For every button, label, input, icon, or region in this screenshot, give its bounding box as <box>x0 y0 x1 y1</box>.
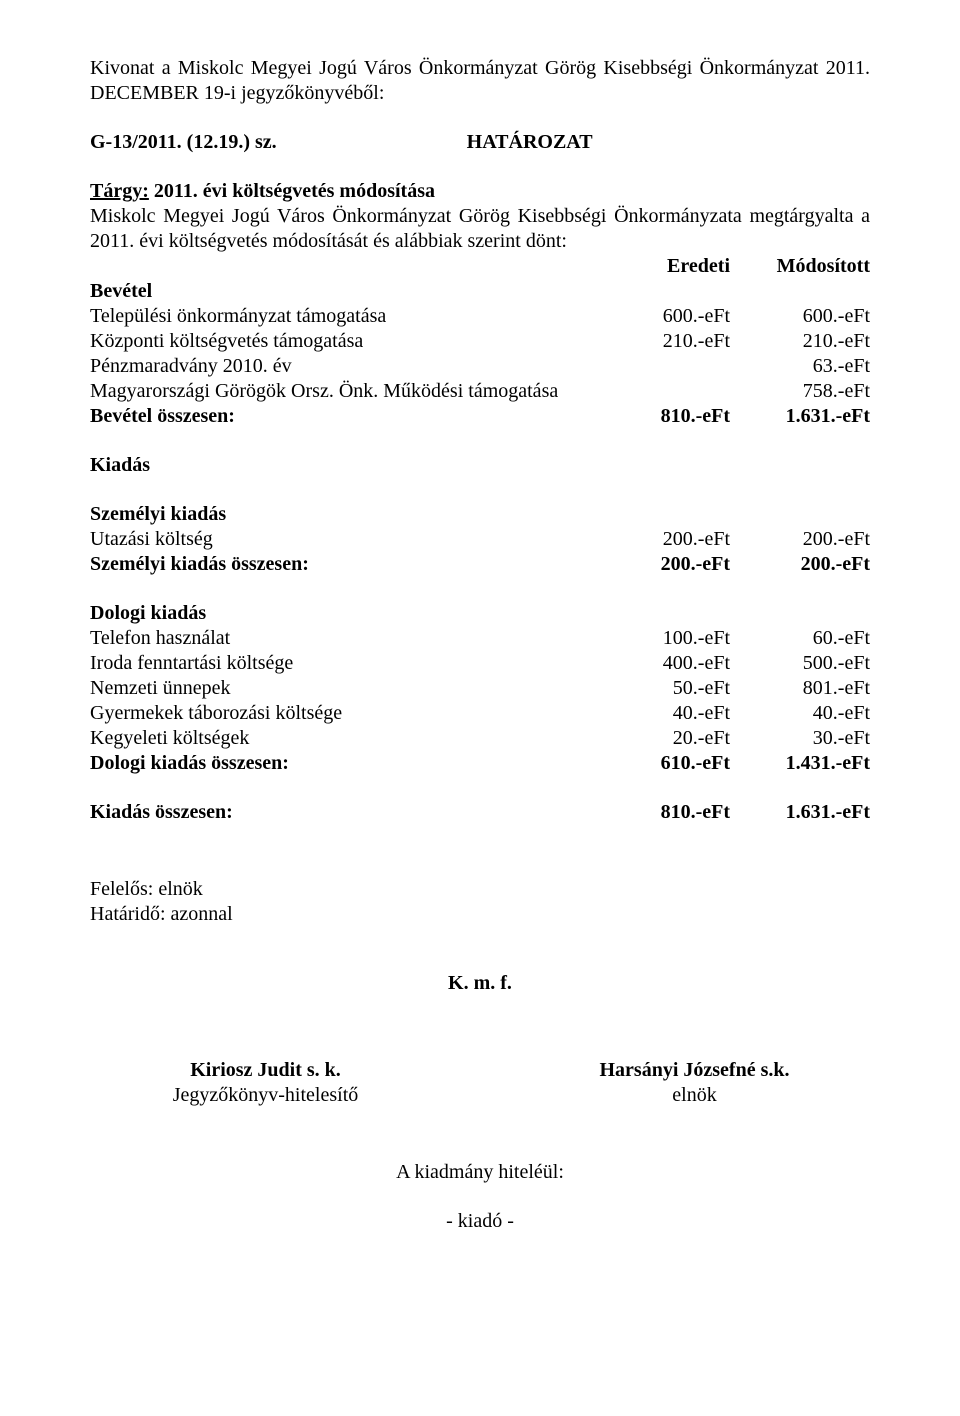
cell-label: Központi költségvetés támogatása <box>90 329 590 354</box>
cell-original: 610.-eFt <box>590 751 730 776</box>
row-dologi-1: Telefon használat 100.-eFt 60.-eFt <box>90 626 870 651</box>
cell-modified: 30.-eFt <box>730 726 870 751</box>
doc-ref: G-13/2011. (12.19.) sz. <box>90 131 277 153</box>
cell-label: Bevétel összesen: <box>90 404 590 429</box>
section-dologi: Dologi kiadás <box>90 601 870 626</box>
row-dologi-total: Dologi kiadás összesen: 610.-eFt 1.431.-… <box>90 751 870 776</box>
cell-modified: 40.-eFt <box>730 701 870 726</box>
sign-left-role: Jegyzőkönyv-hitelesítő <box>90 1083 441 1108</box>
cell-modified: 200.-eFt <box>730 527 870 552</box>
cell-modified: 60.-eFt <box>730 626 870 651</box>
cell-original: 50.-eFt <box>590 676 730 701</box>
intro-paragraph-1: Kivonat a Miskolc Megyei Jogú Város Önko… <box>90 56 870 106</box>
sign-left-name: Kiriosz Judit s. k. <box>90 1058 441 1083</box>
auth-line: A kiadmány hiteléül: <box>90 1160 870 1185</box>
cell-original: 200.-eFt <box>590 527 730 552</box>
cell-modified: 600.-eFt <box>730 304 870 329</box>
subject-value: 2011. évi költségvetés módosítása <box>154 180 435 202</box>
cell-modified: 210.-eFt <box>730 329 870 354</box>
cell-modified: 200.-eFt <box>730 552 870 577</box>
cell-modified: 1.631.-eFt <box>730 404 870 429</box>
cell-original: 20.-eFt <box>590 726 730 751</box>
cell-original: 600.-eFt <box>590 304 730 329</box>
row-dologi-3: Nemzeti ünnepek 50.-eFt 801.-eFt <box>90 676 870 701</box>
cell-label: Települési önkormányzat támogatása <box>90 304 590 329</box>
row-bevetel-total: Bevétel összesen: 810.-eFt 1.631.-eFt <box>90 404 870 429</box>
kmf-line: K. m. f. <box>90 971 870 996</box>
issuer-line: - kiadó - <box>90 1209 870 1234</box>
row-bevetel-2: Központi költségvetés támogatása 210.-eF… <box>90 329 870 354</box>
row-bevetel-1: Települési önkormányzat támogatása 600.-… <box>90 304 870 329</box>
cell-original: 400.-eFt <box>590 651 730 676</box>
cell-label: Dologi kiadás összesen: <box>90 751 590 776</box>
intro-paragraph-2: Miskolc Megyei Jogú Város Önkormányzat G… <box>90 204 870 254</box>
row-szemelyi-total: Személyi kiadás összesen: 200.-eFt 200.-… <box>90 552 870 577</box>
sign-right-name: Harsányi Józsefné s.k. <box>519 1058 870 1083</box>
cell-label: Iroda fenntartási költsége <box>90 651 590 676</box>
sign-right-role: elnök <box>519 1083 870 1108</box>
row-bevetel-4: Magyarországi Görögök Orsz. Önk. Működés… <box>90 379 870 404</box>
section-szemelyi: Személyi kiadás <box>90 502 870 527</box>
header-col-original: Eredeti <box>590 254 730 279</box>
row-dologi-4: Gyermekek táborozási költsége 40.-eFt 40… <box>90 701 870 726</box>
row-dologi-5: Kegyeleti költségek 20.-eFt 30.-eFt <box>90 726 870 751</box>
row-szemelyi-1: Utazási költség 200.-eFt 200.-eFt <box>90 527 870 552</box>
cell-modified: 1.631.-eFt <box>730 800 870 825</box>
cell-original: 200.-eFt <box>590 552 730 577</box>
cell-label: Nemzeti ünnepek <box>90 676 590 701</box>
cell-label: Személyi kiadás összesen: <box>90 552 590 577</box>
cell-label: Kegyeleti költségek <box>90 726 590 751</box>
signature-right: Harsányi Józsefné s.k. elnök <box>519 1058 870 1108</box>
cell-modified: 758.-eFt <box>730 379 870 404</box>
cell-label: Gyermekek táborozási költsége <box>90 701 590 726</box>
cell-modified: 801.-eFt <box>730 676 870 701</box>
cell-original: 810.-eFt <box>590 404 730 429</box>
amounts-header: Eredeti Módosított <box>90 254 870 279</box>
row-bevetel-3: Pénzmaradvány 2010. év 63.-eFt <box>90 354 870 379</box>
cell-original: 210.-eFt <box>590 329 730 354</box>
signature-left: Kiriosz Judit s. k. Jegyzőkönyv-hitelesí… <box>90 1058 441 1108</box>
reference-line: G-13/2011. (12.19.) sz. HATÁROZAT <box>90 130 870 155</box>
signature-row: Kiriosz Judit s. k. Jegyzőkönyv-hitelesí… <box>90 1058 870 1108</box>
cell-modified: 500.-eFt <box>730 651 870 676</box>
row-dologi-2: Iroda fenntartási költsége 400.-eFt 500.… <box>90 651 870 676</box>
responsible-line: Felelős: elnök <box>90 877 870 902</box>
cell-modified: 1.431.-eFt <box>730 751 870 776</box>
cell-label: Telefon használat <box>90 626 590 651</box>
cell-label: Magyarországi Görögök Orsz. Önk. Működés… <box>90 379 590 404</box>
header-col-modified: Módosított <box>730 254 870 279</box>
cell-original: 100.-eFt <box>590 626 730 651</box>
cell-label: Utazási költség <box>90 527 590 552</box>
cell-label: Kiadás összesen: <box>90 800 590 825</box>
cell-label: Pénzmaradvány 2010. év <box>90 354 590 379</box>
cell-original: 40.-eFt <box>590 701 730 726</box>
doc-resolution: HATÁROZAT <box>467 131 593 153</box>
row-kiadas-total: Kiadás összesen: 810.-eFt 1.631.-eFt <box>90 800 870 825</box>
subject-label: Tárgy: <box>90 180 149 202</box>
section-kiadas: Kiadás <box>90 453 870 478</box>
cell-modified: 63.-eFt <box>730 354 870 379</box>
deadline-line: Határidő: azonnal <box>90 902 870 927</box>
subject-line: Tárgy: 2011. évi költségvetés módosítása <box>90 179 870 204</box>
section-bevetel: Bevétel <box>90 279 870 304</box>
cell-original: 810.-eFt <box>590 800 730 825</box>
